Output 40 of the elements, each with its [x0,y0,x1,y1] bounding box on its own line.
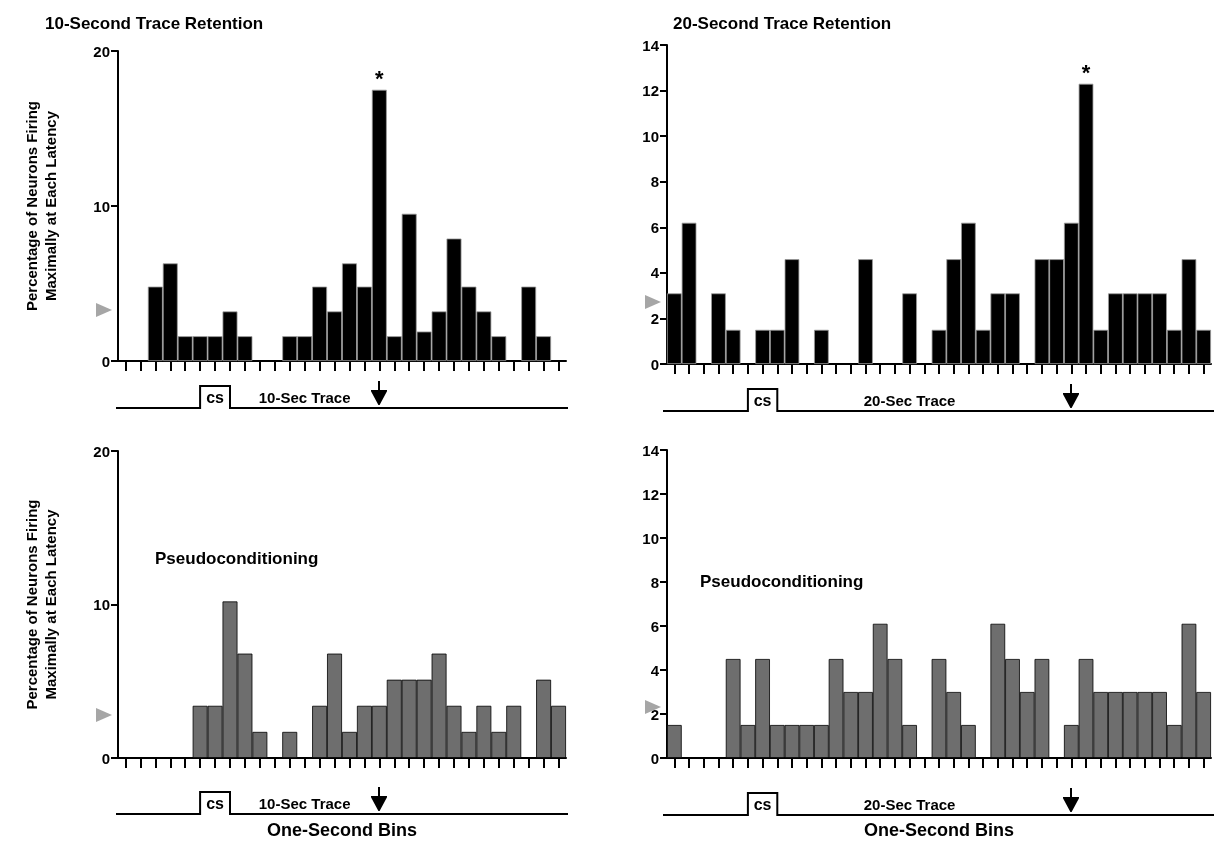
y-tick-label: 14 [642,36,660,54]
chart-title: 20-Second Trace Retention [673,14,892,33]
data-label: * [375,66,385,92]
text: cs [753,796,772,813]
y-tick-label: 8 [650,573,659,591]
y-tick-label: 2 [650,705,659,723]
y-tick-label: 0 [650,749,659,767]
data-label: * [1081,60,1091,86]
y-tick-label: 20 [93,42,110,60]
x-axis-title: One-Second Bins [863,820,1015,840]
text: cs [753,392,772,409]
y-tick-label: 10 [93,197,110,215]
y-tick-label: 0 [101,352,110,370]
text: cs [206,389,224,406]
text: 20-Sec Trace [863,795,956,813]
chart-title: 10-Second Trace Retention [45,14,264,33]
y-axis-title: Percentage of Neurons Firing Maximally at Each Latency [23,100,59,312]
y-axis-title: Percentage of Neurons Firing Maximally at Each Latency [23,499,59,710]
y-tick-label: 4 [650,264,660,282]
y-tick-label: 14 [642,441,660,459]
text: 10-Sec Trace [258,794,351,812]
y-tick-label: 0 [650,355,659,373]
y-tick-label: 6 [650,218,659,236]
y-tick-label: 10 [642,127,659,145]
text: cs [206,795,224,812]
y-tick-label: 2 [650,309,659,327]
y-tick-label: 12 [642,82,659,100]
y-tick-label: 12 [642,485,659,503]
y-tick-label: 8 [650,173,659,191]
y-tick-label: 0 [101,749,110,767]
y-tick-label: 10 [93,596,110,613]
text: Pseudoconditioning [700,572,864,591]
text: Pseudoconditioning [155,549,319,568]
y-tick-label: 20 [93,442,110,460]
text: 20-Sec Trace [863,391,956,409]
x-axis-title: One-Second Bins [266,820,418,840]
y-tick-label: 6 [650,617,659,635]
text: 10-Sec Trace [258,388,351,406]
y-tick-label: 4 [650,661,660,679]
y-tick-label: 10 [642,529,659,547]
